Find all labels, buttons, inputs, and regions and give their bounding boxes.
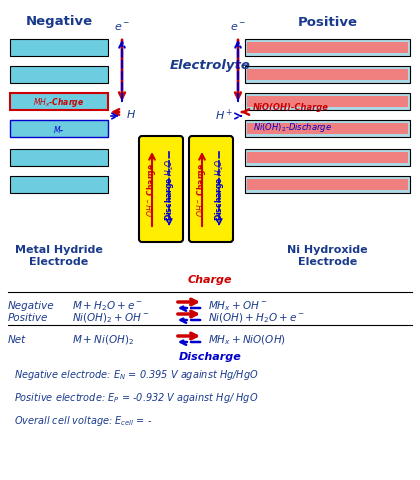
Text: Discharge $H_2O$: Discharge $H_2O$: [213, 158, 226, 221]
Text: $MH_x + OH^-$: $MH_x + OH^-$: [208, 299, 268, 312]
Text: $Ni(OH)_2 + OH^-$: $Ni(OH)_2 + OH^-$: [72, 311, 150, 324]
Bar: [245, 177, 410, 193]
Bar: [245, 121, 410, 138]
Text: Metal Hydride
Electrode: Metal Hydride Electrode: [15, 244, 103, 267]
Text: $e^-$: $e^-$: [230, 22, 246, 33]
Text: Positive: Positive: [297, 15, 357, 28]
Bar: [10, 40, 108, 57]
Text: Electrolyte: Electrolyte: [170, 59, 250, 72]
Text: Positive: Positive: [8, 312, 48, 323]
Bar: [247, 97, 408, 108]
Text: $OH^-$ Charge: $OH^-$ Charge: [145, 163, 158, 216]
FancyBboxPatch shape: [189, 137, 233, 242]
Text: Negative electrode: $E_N$ = 0.395 V against Hg/HgO: Negative electrode: $E_N$ = 0.395 V agai…: [14, 367, 259, 381]
Bar: [247, 43, 408, 54]
Text: Overall cell voltage: $E_{cell}$ = -: Overall cell voltage: $E_{cell}$ = -: [14, 413, 152, 427]
Text: Negative: Negative: [26, 15, 92, 28]
Text: $MH_x$-Charge: $MH_x$-Charge: [34, 96, 84, 109]
Text: $MH_x + NiO(OH)$: $MH_x + NiO(OH)$: [208, 333, 286, 346]
Bar: [10, 150, 108, 167]
Text: Charge: Charge: [188, 275, 232, 285]
Bar: [245, 67, 410, 84]
Bar: [10, 94, 108, 111]
Bar: [247, 70, 408, 81]
Text: Ni Hydroxide
Electrode: Ni Hydroxide Electrode: [287, 244, 368, 267]
Text: $OH^-$ Charge: $OH^-$ Charge: [195, 163, 208, 216]
Bar: [245, 150, 410, 167]
Text: Negative: Negative: [8, 300, 55, 311]
Text: $M + Ni(OH)_2$: $M + Ni(OH)_2$: [72, 333, 134, 346]
Bar: [10, 121, 108, 138]
Bar: [247, 153, 408, 164]
Text: $H^+$: $H^+$: [215, 107, 233, 122]
Bar: [247, 180, 408, 191]
Text: Discharge: Discharge: [178, 351, 242, 361]
Text: Discharge $H_2O$: Discharge $H_2O$: [163, 158, 176, 221]
Text: NiO(OH)-Charge: NiO(OH)-Charge: [253, 102, 329, 111]
Bar: [10, 67, 108, 84]
Bar: [245, 40, 410, 57]
Text: $M + H_2O + e^-$: $M + H_2O + e^-$: [72, 299, 143, 312]
Bar: [245, 94, 410, 111]
Text: $Ni(OH) + H_2O + e^-$: $Ni(OH) + H_2O + e^-$: [208, 311, 304, 324]
Text: $M$-: $M$-: [53, 124, 65, 135]
FancyBboxPatch shape: [139, 137, 183, 242]
Text: Positive electrode: $E_P$ = -0.932 V against Hg/ HgO: Positive electrode: $E_P$ = -0.932 V aga…: [14, 390, 258, 404]
Text: Net: Net: [8, 334, 26, 344]
Text: $Ni(OH)_2$-Discharge: $Ni(OH)_2$-Discharge: [253, 120, 332, 133]
Bar: [247, 124, 408, 135]
Text: H: H: [127, 110, 135, 120]
Bar: [10, 177, 108, 193]
Text: $e^-$: $e^-$: [114, 22, 130, 33]
